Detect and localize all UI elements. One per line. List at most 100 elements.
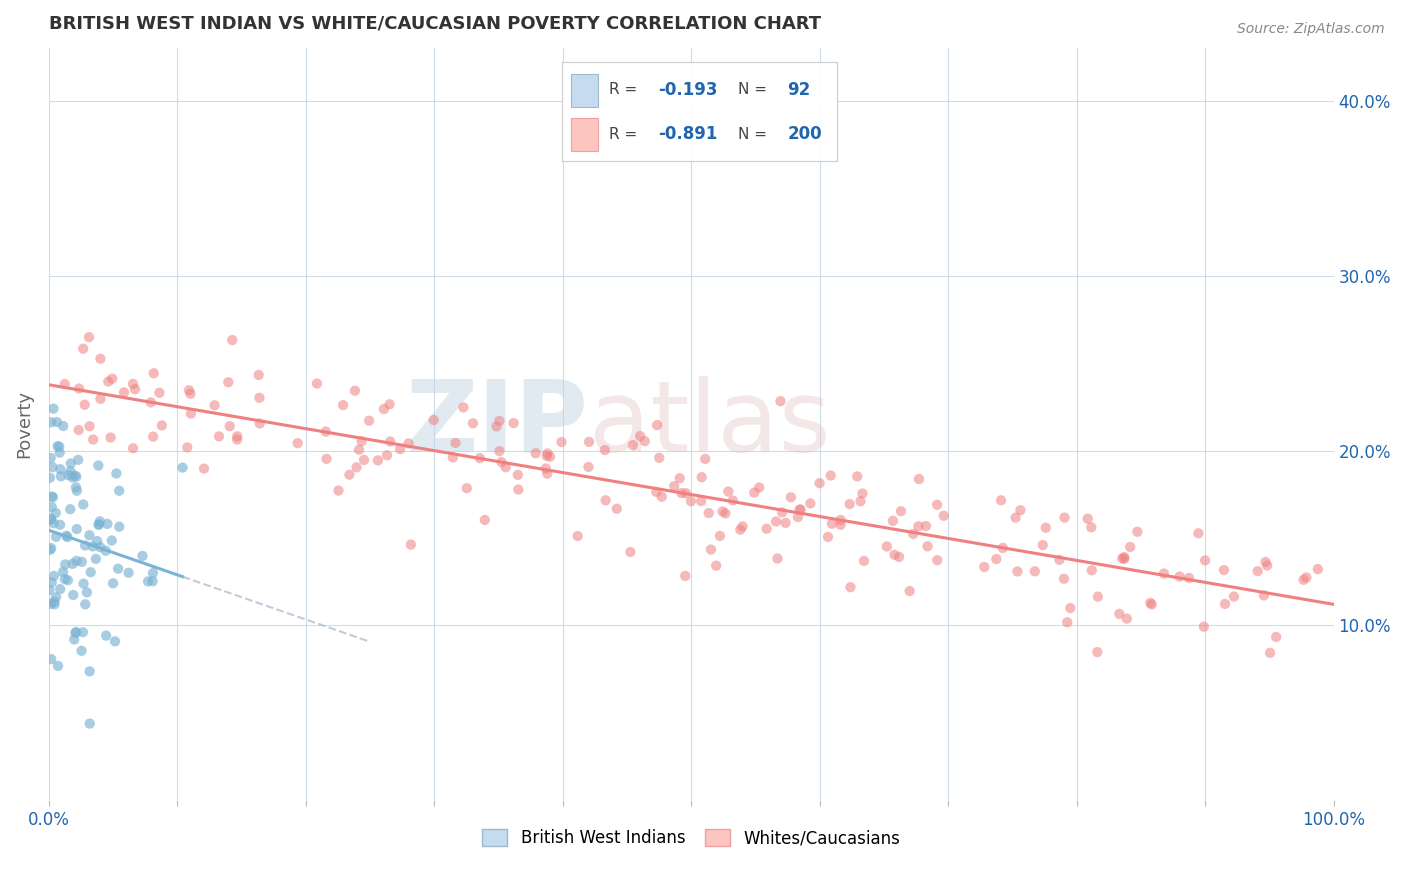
- Point: [1256, 558, 1278, 573]
- Point: [41, 500, 63, 514]
- Point: [1178, 571, 1201, 585]
- Y-axis label: Poverty: Poverty: [15, 391, 32, 458]
- Point: [695, 451, 717, 466]
- Point: [53, 558, 76, 572]
- Point: [1258, 646, 1281, 660]
- Point: [105, 467, 128, 481]
- Point: [1139, 596, 1161, 610]
- Point: [59, 457, 82, 471]
- Point: [550, 435, 572, 450]
- Point: [42, 516, 65, 531]
- Point: [87, 517, 110, 532]
- Point: [53, 572, 76, 586]
- Point: [508, 483, 530, 497]
- Point: [1192, 620, 1215, 634]
- Point: [139, 395, 162, 409]
- Point: [1213, 563, 1236, 577]
- Point: [65, 625, 87, 640]
- Point: [177, 384, 200, 398]
- Point: [117, 566, 139, 580]
- Point: [1140, 598, 1163, 612]
- Point: [73, 398, 96, 412]
- Point: [249, 391, 271, 405]
- Point: [488, 444, 510, 458]
- Point: [908, 472, 931, 486]
- Point: [1077, 512, 1099, 526]
- Point: [66, 522, 89, 536]
- Point: [731, 519, 754, 533]
- Point: [42, 569, 65, 583]
- Point: [1108, 607, 1130, 621]
- Point: [84, 552, 107, 566]
- Point: [991, 541, 1014, 555]
- Point: [249, 417, 271, 431]
- Point: [820, 468, 842, 483]
- Point: [63, 468, 86, 483]
- Point: [485, 419, 508, 434]
- Point: [46, 658, 69, 673]
- Point: [343, 384, 366, 398]
- Point: [648, 450, 671, 465]
- Point: [595, 493, 617, 508]
- Point: [755, 522, 778, 536]
- Point: [769, 394, 792, 409]
- Point: [58, 468, 80, 483]
- Point: [838, 497, 860, 511]
- Point: [49, 517, 72, 532]
- Point: [882, 514, 904, 528]
- Point: [628, 429, 651, 443]
- Point: [673, 569, 696, 583]
- Point: [1114, 550, 1136, 565]
- Point: [142, 566, 165, 580]
- Point: [79, 665, 101, 679]
- Point: [41, 575, 63, 590]
- Point: [709, 529, 731, 543]
- Point: [887, 549, 910, 564]
- Point: [122, 376, 145, 391]
- Point: [347, 442, 370, 457]
- Point: [973, 560, 995, 574]
- Point: [49, 469, 72, 483]
- Point: [39, 542, 62, 557]
- Point: [1168, 569, 1191, 583]
- Point: [108, 483, 131, 498]
- Point: [218, 419, 240, 434]
- Point: [851, 486, 873, 500]
- Point: [72, 342, 94, 356]
- Point: [75, 538, 97, 552]
- Point: [1295, 570, 1317, 584]
- Text: N =: N =: [738, 127, 772, 142]
- Point: [339, 467, 361, 482]
- Point: [204, 398, 226, 412]
- Text: -0.891: -0.891: [658, 125, 717, 143]
- Point: [378, 397, 401, 411]
- Point: [1032, 538, 1054, 552]
- Point: [107, 562, 129, 576]
- Point: [1010, 503, 1032, 517]
- Text: BRITISH WEST INDIAN VS WHITE/CAUCASIAN POVERTY CORRELATION CHART: BRITISH WEST INDIAN VS WHITE/CAUCASIAN P…: [49, 15, 821, 33]
- Text: N =: N =: [738, 82, 772, 97]
- Point: [53, 377, 76, 392]
- Point: [711, 504, 734, 518]
- Point: [876, 540, 898, 554]
- Point: [927, 553, 949, 567]
- Point: [52, 565, 75, 579]
- Point: [70, 644, 93, 658]
- Point: [1053, 572, 1076, 586]
- Point: [901, 527, 924, 541]
- Point: [45, 530, 67, 544]
- Point: [506, 467, 529, 482]
- Point: [634, 434, 657, 449]
- Point: [1306, 562, 1329, 576]
- Point: [226, 429, 249, 443]
- Point: [89, 514, 111, 528]
- Point: [1059, 601, 1081, 615]
- Point: [96, 516, 118, 531]
- Point: [536, 449, 558, 463]
- Point: [775, 516, 797, 530]
- Point: [89, 540, 111, 554]
- Point: [1024, 564, 1046, 578]
- Point: [67, 452, 90, 467]
- Point: [65, 469, 87, 483]
- Point: [765, 515, 787, 529]
